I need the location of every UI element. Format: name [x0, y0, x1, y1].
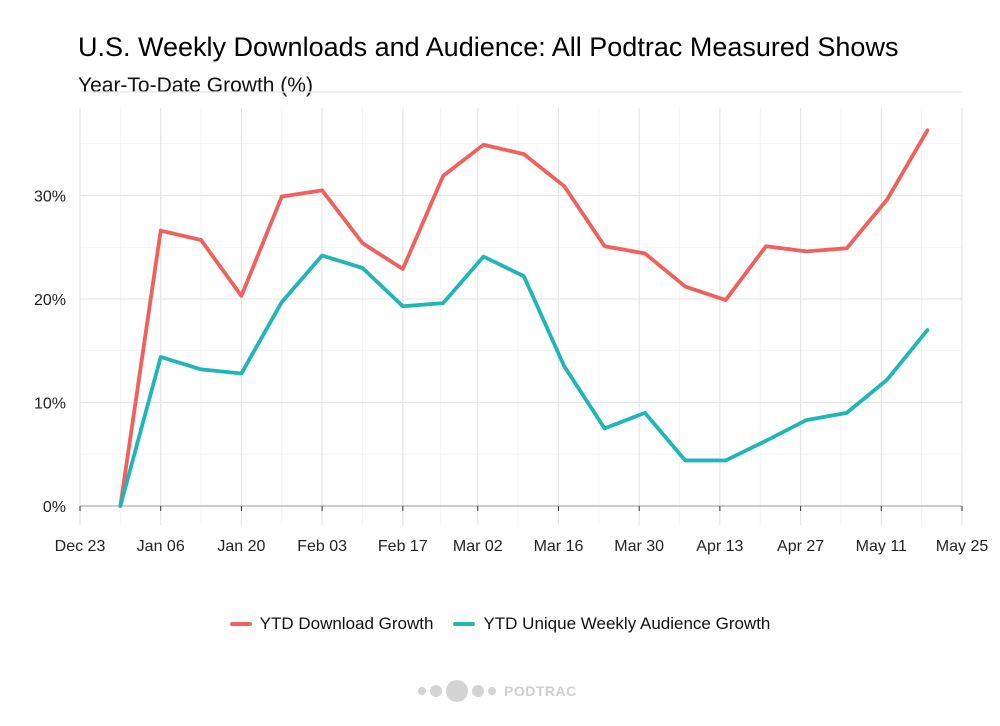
x-tick-label: Jan 06	[137, 538, 185, 555]
legend-label-audience: YTD Unique Weekly Audience Growth	[483, 614, 771, 633]
x-tick-label: Mar 30	[614, 538, 664, 555]
chart-subtitle: Year-To-Date Growth (%)	[78, 74, 313, 97]
major-gridlines	[79, 91, 963, 525]
legend-swatch-audience	[453, 622, 476, 626]
axes	[79, 505, 963, 511]
series-line-1	[118, 128, 930, 508]
y-tick-label: 10%	[34, 396, 66, 413]
y-tick-label: 30%	[34, 189, 66, 206]
x-tick-label: May 25	[936, 538, 989, 555]
legend-item-audience: YTD Unique Weekly Audience Growth	[453, 614, 770, 634]
x-tick-label: Jan 20	[217, 538, 265, 555]
logo-dot-icon	[488, 687, 496, 695]
y-tick-label: 0%	[43, 499, 66, 516]
x-tick-label: Apr 27	[777, 538, 824, 555]
legend-item-downloads: YTD Download Growth	[229, 614, 434, 634]
chart-title: U.S. Weekly Downloads and Audience: All …	[78, 32, 899, 62]
x-tick-label: Mar 02	[453, 538, 503, 555]
tick-labels: Dec 23 Jan 06 Jan 20 Feb 03 Feb 17 Mar 02 Mar …	[34, 189, 988, 556]
x-tick-label: Dec 23	[55, 538, 106, 555]
logo-dot-icon	[430, 685, 442, 697]
podtrac-logo: PODTRAC	[418, 680, 577, 702]
x-tick-label: Apr 13	[696, 538, 743, 555]
y-tick-label: 20%	[34, 292, 66, 309]
x-tick-label: Feb 03	[297, 538, 347, 555]
legend: YTD Download Growth YTD Unique Weekly Au…	[0, 614, 1000, 634]
legend-label-downloads: YTD Download Growth	[259, 614, 434, 633]
x-tick-label: Mar 16	[534, 538, 584, 555]
brand-name: PODTRAC	[504, 683, 577, 699]
minor-gridlines	[80, 108, 962, 525]
logo-circle-icon	[446, 680, 468, 702]
x-tick-label: Feb 17	[378, 538, 428, 555]
logo-dot-icon	[418, 687, 426, 695]
logo-dot-icon	[472, 685, 484, 697]
legend-swatch-downloads	[229, 622, 252, 626]
x-tick-label: May 11	[856, 538, 907, 555]
series-line-2	[118, 253, 930, 508]
series-lines	[118, 128, 930, 508]
